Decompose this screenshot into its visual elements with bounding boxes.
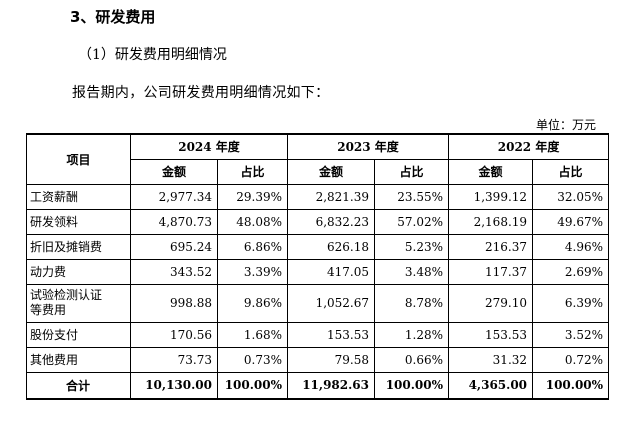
cell-amount: 998.88 bbox=[130, 283, 218, 323]
cell-ratio: 0.66% bbox=[374, 346, 450, 373]
row-label: 股份支付 bbox=[26, 321, 131, 348]
rd-expense-table: 项目 2024 年度 2023 年度 2022 年度 金额 占比 金额 占比 金… bbox=[26, 133, 610, 400]
cell-ratio: 9.86% bbox=[216, 283, 289, 323]
cell-amount: 2,977.34 bbox=[130, 183, 218, 210]
cell-amount: 279.10 bbox=[448, 283, 534, 323]
header-amount: 金额 bbox=[287, 158, 376, 185]
total-label: 合计 bbox=[26, 371, 131, 400]
cell-amount: 6,832.23 bbox=[287, 208, 376, 235]
header-year-2023: 2023 年度 bbox=[287, 133, 450, 160]
cell-ratio: 4.96% bbox=[532, 233, 610, 260]
cell-ratio: 6.86% bbox=[216, 233, 289, 260]
cell-amount: 31.32 bbox=[448, 346, 534, 373]
header-year-2022: 2022 年度 bbox=[448, 133, 610, 160]
unit-label: 单位：万元 bbox=[535, 118, 596, 132]
cell-amount: 117.37 bbox=[448, 258, 534, 285]
header-ratio: 占比 bbox=[532, 158, 610, 185]
cell-ratio: 0.72% bbox=[532, 346, 610, 373]
cell-amount: 695.24 bbox=[130, 233, 218, 260]
cell-amount: 417.05 bbox=[287, 258, 376, 285]
cell-amount: 1,399.12 bbox=[448, 183, 534, 210]
header-item: 项目 bbox=[26, 133, 131, 185]
cell-amount: 2,168.19 bbox=[448, 208, 534, 235]
cell-amount: 626.18 bbox=[287, 233, 376, 260]
table-row: 股份支付 170.56 1.68% 153.53 1.28% 153.53 3.… bbox=[26, 321, 610, 348]
row-label: 试验检测认证 等费用 bbox=[26, 283, 131, 323]
cell-ratio: 8.78% bbox=[374, 283, 450, 323]
section-subheading: （1）研发费用明细情况 bbox=[78, 47, 227, 63]
table-row: 工资薪酬 2,977.34 29.39% 2,821.39 23.55% 1,3… bbox=[26, 183, 610, 210]
cell-ratio: 57.02% bbox=[374, 208, 450, 235]
row-label-line: 试验检测认证 bbox=[30, 288, 103, 302]
cell-ratio: 3.39% bbox=[216, 258, 289, 285]
table-row: 其他费用 73.73 0.73% 79.58 0.66% 31.32 0.72% bbox=[26, 346, 610, 373]
row-label: 研发领料 bbox=[26, 208, 131, 235]
row-label: 工资薪酬 bbox=[26, 183, 131, 210]
cell-amount: 170.56 bbox=[130, 321, 218, 348]
total-ratio: 100.00% bbox=[216, 371, 289, 400]
cell-ratio: 3.48% bbox=[374, 258, 450, 285]
cell-ratio: 23.55% bbox=[374, 183, 450, 210]
total-amount: 11,982.63 bbox=[287, 371, 376, 400]
cell-ratio: 0.73% bbox=[216, 346, 289, 373]
row-label: 折旧及摊销费 bbox=[26, 233, 131, 260]
cell-amount: 153.53 bbox=[448, 321, 534, 348]
cell-amount: 79.58 bbox=[287, 346, 376, 373]
total-ratio: 100.00% bbox=[374, 371, 450, 400]
cell-amount: 153.53 bbox=[287, 321, 376, 348]
section-heading: 3、研发费用 bbox=[70, 8, 156, 26]
cell-ratio: 48.08% bbox=[216, 208, 289, 235]
row-label: 其他费用 bbox=[26, 346, 131, 373]
total-amount: 10,130.00 bbox=[130, 371, 218, 400]
table-row: 试验检测认证 等费用 998.88 9.86% 1,052.67 8.78% 2… bbox=[26, 283, 610, 323]
cell-amount: 216.37 bbox=[448, 233, 534, 260]
cell-ratio: 6.39% bbox=[532, 283, 610, 323]
header-ratio: 占比 bbox=[216, 158, 289, 185]
total-ratio: 100.00% bbox=[532, 371, 610, 400]
table-row: 动力费 343.52 3.39% 417.05 3.48% 117.37 2.6… bbox=[26, 258, 610, 285]
header-year-2024: 2024 年度 bbox=[129, 133, 289, 160]
cell-amount: 343.52 bbox=[130, 258, 218, 285]
header-row-years: 项目 2024 年度 2023 年度 2022 年度 bbox=[26, 133, 610, 185]
header-amount: 金额 bbox=[448, 158, 534, 185]
total-amount: 4,365.00 bbox=[448, 371, 534, 400]
cell-ratio: 49.67% bbox=[532, 208, 610, 235]
row-label-line: 等费用 bbox=[30, 303, 67, 317]
cell-ratio: 32.05% bbox=[532, 183, 610, 210]
cell-ratio: 1.68% bbox=[216, 321, 289, 348]
cell-ratio: 3.52% bbox=[532, 321, 610, 348]
cell-ratio: 29.39% bbox=[216, 183, 289, 210]
header-row-sub: 金额 占比 金额 占比 金额 占比 bbox=[27, 158, 610, 185]
header-amount: 金额 bbox=[130, 158, 218, 185]
row-label: 动力费 bbox=[26, 258, 131, 285]
cell-amount: 73.73 bbox=[130, 346, 218, 373]
table-row: 研发领料 4,870.73 48.08% 6,832.23 57.02% 2,1… bbox=[26, 208, 610, 235]
cell-amount: 1,052.67 bbox=[287, 283, 376, 323]
header-ratio: 占比 bbox=[374, 158, 450, 185]
cell-amount: 2,821.39 bbox=[287, 183, 376, 210]
cell-ratio: 2.69% bbox=[532, 258, 610, 285]
cell-ratio: 5.23% bbox=[374, 233, 450, 260]
cell-amount: 4,870.73 bbox=[130, 208, 218, 235]
total-row: 合计 10,130.00 100.00% 11,982.63 100.00% 4… bbox=[26, 371, 610, 400]
cell-ratio: 1.28% bbox=[374, 321, 450, 348]
intro-paragraph: 报告期内，公司研发费用明细情况如下： bbox=[72, 85, 330, 101]
table-row: 折旧及摊销费 695.24 6.86% 626.18 5.23% 216.37 … bbox=[26, 233, 610, 260]
